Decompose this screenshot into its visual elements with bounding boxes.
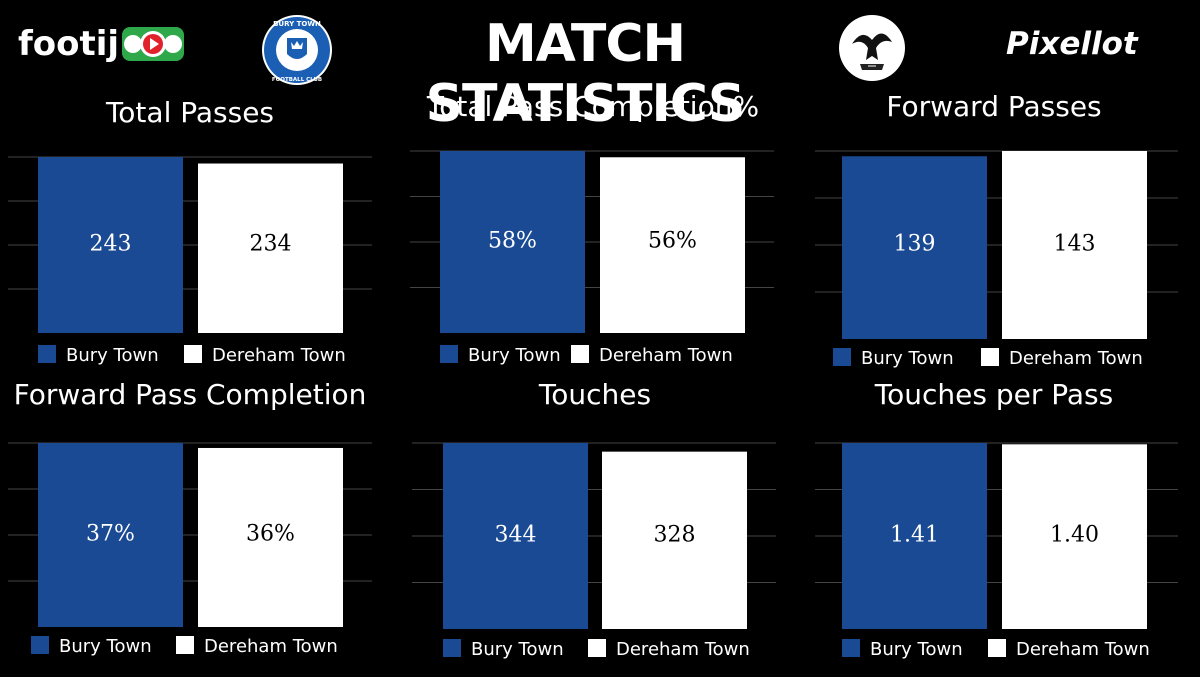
legend-label-home: Bury Town: [66, 345, 159, 366]
chart-title: Total Passes: [105, 96, 274, 129]
legend-swatch-home: [31, 636, 49, 654]
bar-home: [38, 443, 183, 627]
legend-swatch-home: [443, 639, 461, 657]
pixellot-logo: Pixellot: [1006, 26, 1138, 62]
dereham-town-crest: [838, 14, 906, 87]
legend-label-away: Dereham Town: [616, 639, 750, 660]
data-label: 328: [654, 523, 696, 548]
legend-label-away: Dereham Town: [212, 345, 346, 366]
bar-away: [1002, 151, 1147, 339]
legend-label-home: Bury Town: [468, 345, 561, 366]
chart-title: Touches per Pass: [874, 378, 1113, 411]
legend-swatch-away: [176, 636, 194, 654]
legend-label-away: Dereham Town: [1009, 348, 1143, 369]
bar-home: [443, 443, 588, 629]
bar-home: [38, 157, 183, 333]
legend-label-home: Bury Town: [59, 636, 152, 657]
data-label: 1.40: [1050, 523, 1099, 548]
data-label: 56%: [648, 228, 697, 253]
legend-label-away: Dereham Town: [204, 636, 338, 657]
crest-text-bottom: FOOTBALL CLUB: [272, 77, 322, 83]
legend-swatch-home: [842, 639, 860, 657]
crest-text-top: BURY TOWN: [273, 20, 321, 28]
data-label: 1.41: [890, 523, 939, 548]
chart-title: Forward Passes: [886, 90, 1101, 123]
play-icon: [121, 24, 185, 64]
bar-home: [842, 156, 987, 339]
bar-away: [198, 163, 343, 333]
legend-label-home: Bury Town: [870, 639, 963, 660]
legend-swatch-home: [38, 345, 56, 363]
chart-title: Touches: [538, 378, 651, 411]
legend-swatch-away: [184, 345, 202, 363]
chart-title: Forward Pass Completion: [14, 378, 367, 411]
bury-town-crest: BURY TOWN FOOTBALL CLUB: [261, 14, 333, 91]
chart-title: Total Pass Completion%: [426, 90, 759, 123]
data-label: 37%: [86, 522, 135, 547]
legend-label-away: Dereham Town: [599, 345, 733, 366]
bar-away: [198, 447, 343, 627]
header: footij BURY TOWN FOOTBALL CLUB MATCH STA…: [0, 0, 1200, 134]
legend-swatch-away: [571, 345, 589, 363]
bar-away: [1002, 444, 1147, 629]
legend-label-home: Bury Town: [861, 348, 954, 369]
data-label: 36%: [246, 522, 295, 547]
legend-swatch-away: [981, 348, 999, 366]
legend-swatch-away: [988, 639, 1006, 657]
data-label: 243: [90, 231, 132, 256]
footij-logo: footij: [18, 24, 185, 64]
bar-away: [600, 157, 745, 333]
legend-label-home: Bury Town: [471, 639, 564, 660]
legend-swatch-home: [440, 345, 458, 363]
bar-away: [602, 451, 747, 629]
legend-swatch-home: [833, 348, 851, 366]
bar-home: [440, 151, 585, 333]
data-label: 143: [1054, 232, 1096, 257]
bar-home: [842, 443, 987, 629]
data-label: 58%: [488, 228, 537, 253]
legend-swatch-away: [588, 639, 606, 657]
data-label: 234: [250, 231, 292, 256]
legend-label-away: Dereham Town: [1016, 639, 1150, 660]
page-title: MATCH STATISTICS: [425, 14, 746, 134]
footij-logo-text: footij: [18, 24, 120, 64]
data-label: 344: [495, 523, 537, 548]
data-label: 139: [894, 232, 936, 257]
